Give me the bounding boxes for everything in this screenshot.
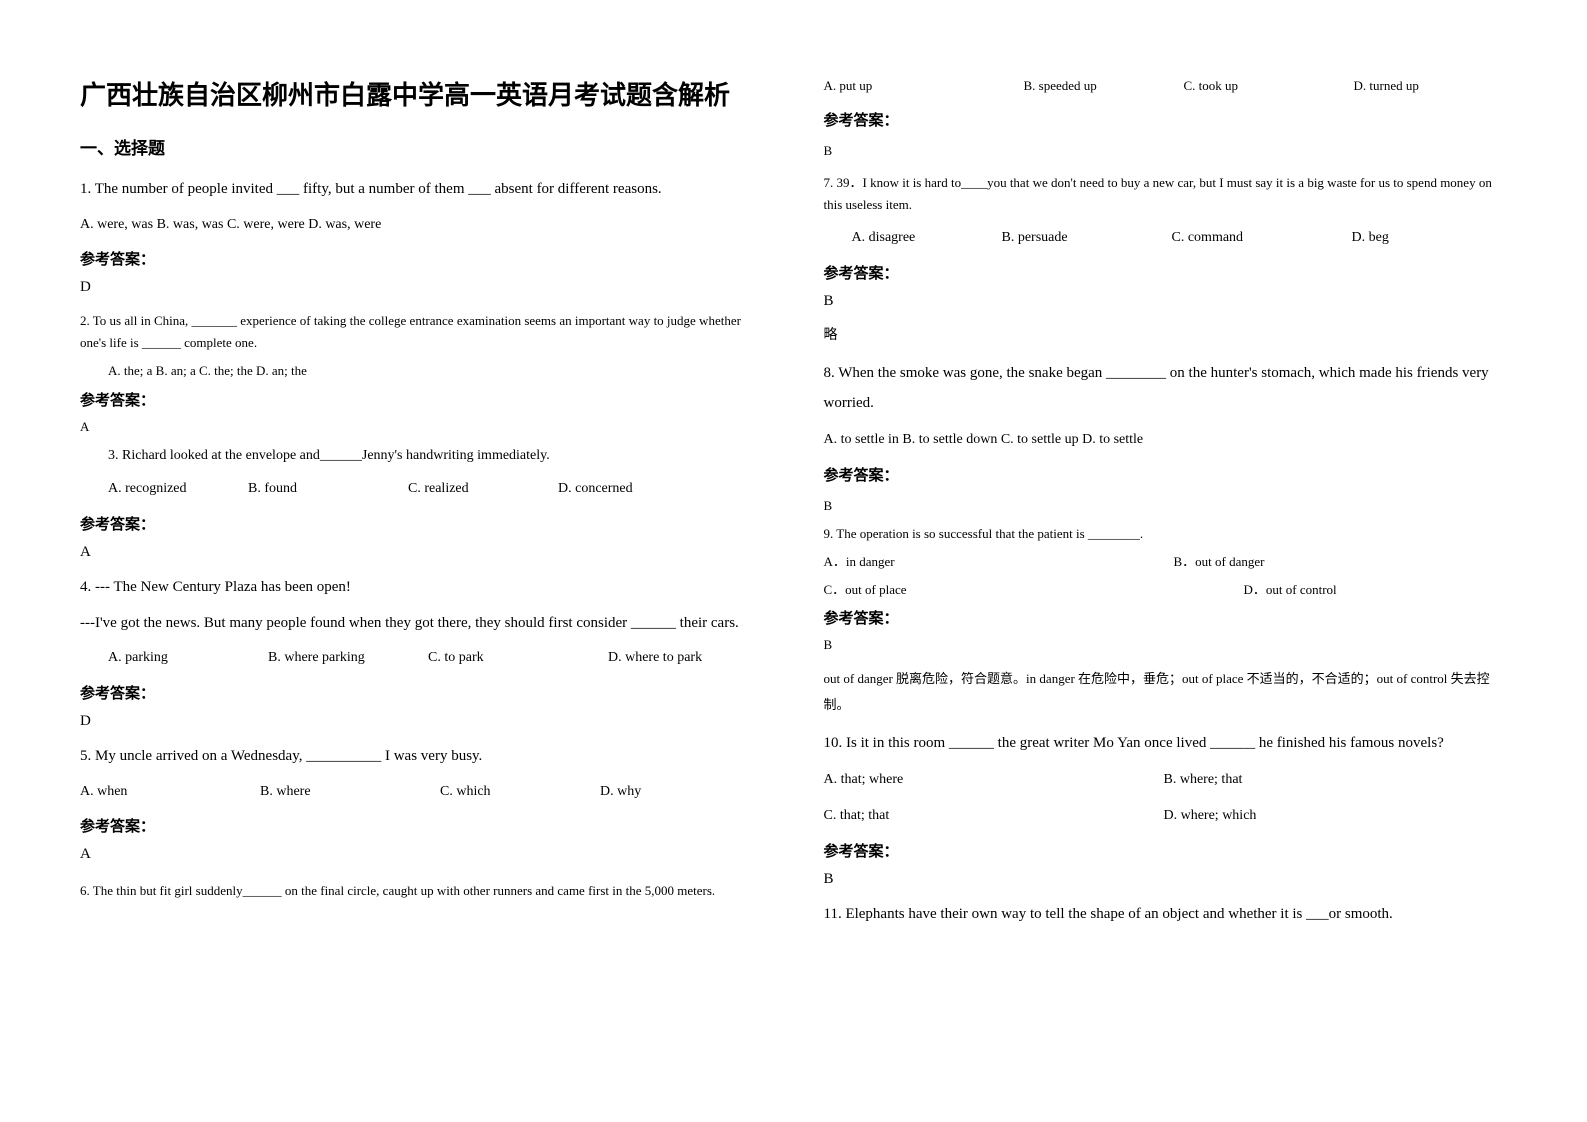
q9-text: 9. The operation is so successful that t… <box>824 523 1508 545</box>
q10-options-row1: A. that; where B. where; that <box>824 768 1508 792</box>
answer-label: 参考答案： <box>80 248 764 269</box>
answer-label: 参考答案： <box>824 262 1508 283</box>
q1-text: 1. The number of people invited ___ fift… <box>80 177 764 203</box>
q2-text: 2. To us all in China, _______ experienc… <box>80 310 764 354</box>
q4-text-b: ---I've got the news. But many people fo… <box>80 611 764 637</box>
q5-answer: A <box>80 846 764 863</box>
q5-opt-a: A. when <box>80 780 260 804</box>
q4-answer: D <box>80 713 764 730</box>
q4-opt-d: D. where to park <box>608 646 702 670</box>
page-title: 广西壮族自治区柳州市白露中学高一英语月考试题含解析 <box>80 75 764 112</box>
q6-options: A. put up B. speeded up C. took up D. tu… <box>824 75 1508 97</box>
q5-opt-d: D. why <box>600 780 641 804</box>
q3-opt-d: D. concerned <box>558 477 633 501</box>
q4-text-a: 4. --- The New Century Plaza has been op… <box>80 575 764 601</box>
q4-opt-c: C. to park <box>428 646 608 670</box>
q1-answer: D <box>80 279 764 296</box>
q8-options: A. to settle in B. to settle down C. to … <box>824 428 1508 452</box>
q6-opt-c: C. took up <box>1184 75 1354 97</box>
q7-options: A. disagree B. persuade C. command D. be… <box>824 226 1508 250</box>
section-heading: 一、选择题 <box>80 134 764 159</box>
answer-label: 参考答案： <box>824 109 1508 130</box>
q4-opt-a: A. parking <box>108 646 268 670</box>
q9-explanation: out of danger 脱离危险，符合题意。in danger 在危险中，垂… <box>824 666 1508 718</box>
q1-options: A. were, was B. was, was C. were, were D… <box>80 213 764 237</box>
q3-options: A. recognized B. found C. realized D. co… <box>80 477 764 501</box>
answer-label: 参考答案： <box>824 464 1508 485</box>
q8-answer: B <box>824 495 1508 517</box>
left-column: 广西壮族自治区柳州市白露中学高一英语月考试题含解析 一、选择题 1. The n… <box>80 75 764 1082</box>
q3-answer: A <box>80 544 764 561</box>
q9-opt-d: D．out of control <box>1244 579 1337 601</box>
q6-opt-d: D. turned up <box>1354 75 1419 97</box>
q6-opt-b: B. speeded up <box>1024 75 1184 97</box>
q3-opt-c: C. realized <box>408 477 558 501</box>
q10-opt-b: B. where; that <box>1164 768 1243 792</box>
q5-options: A. when B. where C. which D. why <box>80 780 764 804</box>
q9-opt-c: C．out of place <box>824 579 1244 601</box>
q9-options-row1: A．in danger B．out of danger <box>824 551 1508 573</box>
q10-opt-c: C. that; that <box>824 804 1164 828</box>
q9-opt-b: B．out of danger <box>1174 551 1265 573</box>
answer-label: 参考答案： <box>80 682 764 703</box>
q7-opt-b: B. persuade <box>1002 226 1172 250</box>
q5-text: 5. My uncle arrived on a Wednesday, ____… <box>80 744 764 770</box>
q10-opt-a: A. that; where <box>824 768 1164 792</box>
q10-opt-d: D. where; which <box>1164 804 1257 828</box>
q9-opt-a: A．in danger <box>824 551 1174 573</box>
q11-text: 11. Elephants have their own way to tell… <box>824 902 1508 928</box>
right-column: A. put up B. speeded up C. took up D. tu… <box>824 75 1508 1082</box>
q2-answer: A <box>80 416 764 438</box>
q6-opt-a: A. put up <box>824 75 1024 97</box>
q6-text: 6. The thin but fit girl suddenly______ … <box>80 877 764 906</box>
q7-answer: B <box>824 293 1508 310</box>
q3-opt-b: B. found <box>248 477 408 501</box>
answer-label: 参考答案： <box>80 513 764 534</box>
q3-opt-a: A. recognized <box>108 477 248 501</box>
q4-opt-b: B. where parking <box>268 646 428 670</box>
q5-opt-c: C. which <box>440 780 600 804</box>
q3-text: 3. Richard looked at the envelope and___… <box>80 444 764 468</box>
q9-answer: B <box>824 634 1508 656</box>
answer-label: 参考答案： <box>80 389 764 410</box>
answer-label: 参考答案： <box>80 815 764 836</box>
q5-opt-b: B. where <box>260 780 440 804</box>
answer-label: 参考答案： <box>824 840 1508 861</box>
q10-answer: B <box>824 871 1508 888</box>
q2-options: A. the; a B. an; a C. the; the D. an; th… <box>80 360 764 382</box>
q6-answer: B <box>824 140 1508 162</box>
answer-label: 参考答案： <box>824 607 1508 628</box>
q7-text: 7. 39．I know it is hard to____you that w… <box>824 172 1508 216</box>
q10-options-row2: C. that; that D. where; which <box>824 804 1508 828</box>
q8-text: 8. When the smoke was gone, the snake be… <box>824 358 1508 418</box>
q4-options: A. parking B. where parking C. to park D… <box>80 646 764 670</box>
q10-text: 10. Is it in this room ______ the great … <box>824 728 1508 758</box>
q9-options-row2: C．out of place D．out of control <box>824 579 1508 601</box>
q7-opt-a: A. disagree <box>852 226 1002 250</box>
q7-opt-d: D. beg <box>1352 226 1389 250</box>
lue: 略 <box>824 324 1508 348</box>
q7-opt-c: C. command <box>1172 226 1352 250</box>
